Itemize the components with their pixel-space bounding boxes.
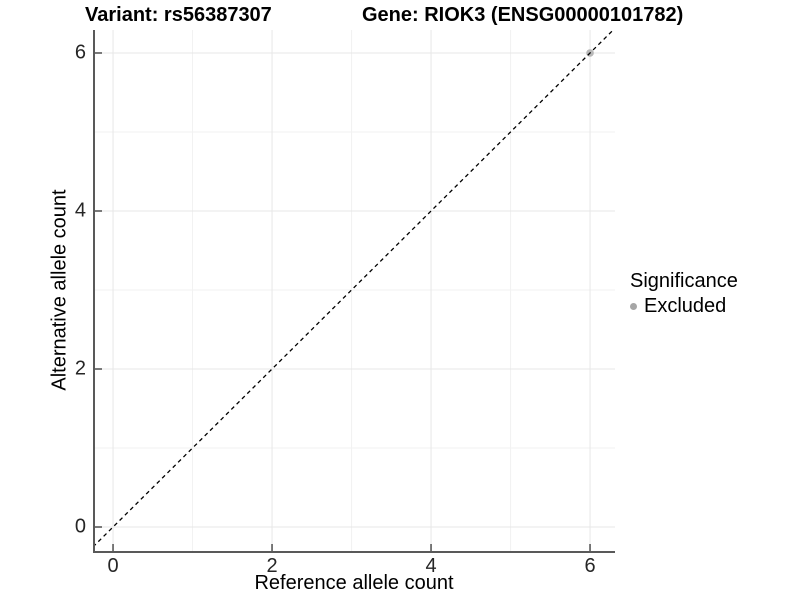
y-tick-label: 0 <box>74 515 86 538</box>
plot-panel-canvas <box>93 30 615 553</box>
y-tick-label: 2 <box>74 357 86 380</box>
legend-key-dot <box>630 303 637 310</box>
y-axis-title: Alternative allele count <box>48 189 71 391</box>
legend-title: Significance <box>630 270 738 292</box>
plot-title-gene: Gene: RIOK3 (ENSG00000101782) <box>362 4 684 26</box>
legend-item-label: Excluded <box>644 295 727 317</box>
legend-item: Excluded <box>630 295 738 318</box>
legend: Significance Excluded <box>630 270 738 318</box>
plot-panel <box>93 30 615 553</box>
x-tick-label: 2 <box>266 555 278 577</box>
x-axis-title: Reference allele count <box>254 572 454 594</box>
legend-items: Excluded <box>630 295 738 318</box>
x-tick-label: 4 <box>425 555 437 577</box>
y-tick-label: 6 <box>74 41 86 64</box>
plot-title-variant: Variant: rs56387307 <box>85 4 272 26</box>
identity-line <box>93 30 615 548</box>
x-tick-label: 0 <box>107 555 119 577</box>
x-tick-label: 6 <box>584 555 596 577</box>
y-tick-label: 4 <box>74 199 86 222</box>
